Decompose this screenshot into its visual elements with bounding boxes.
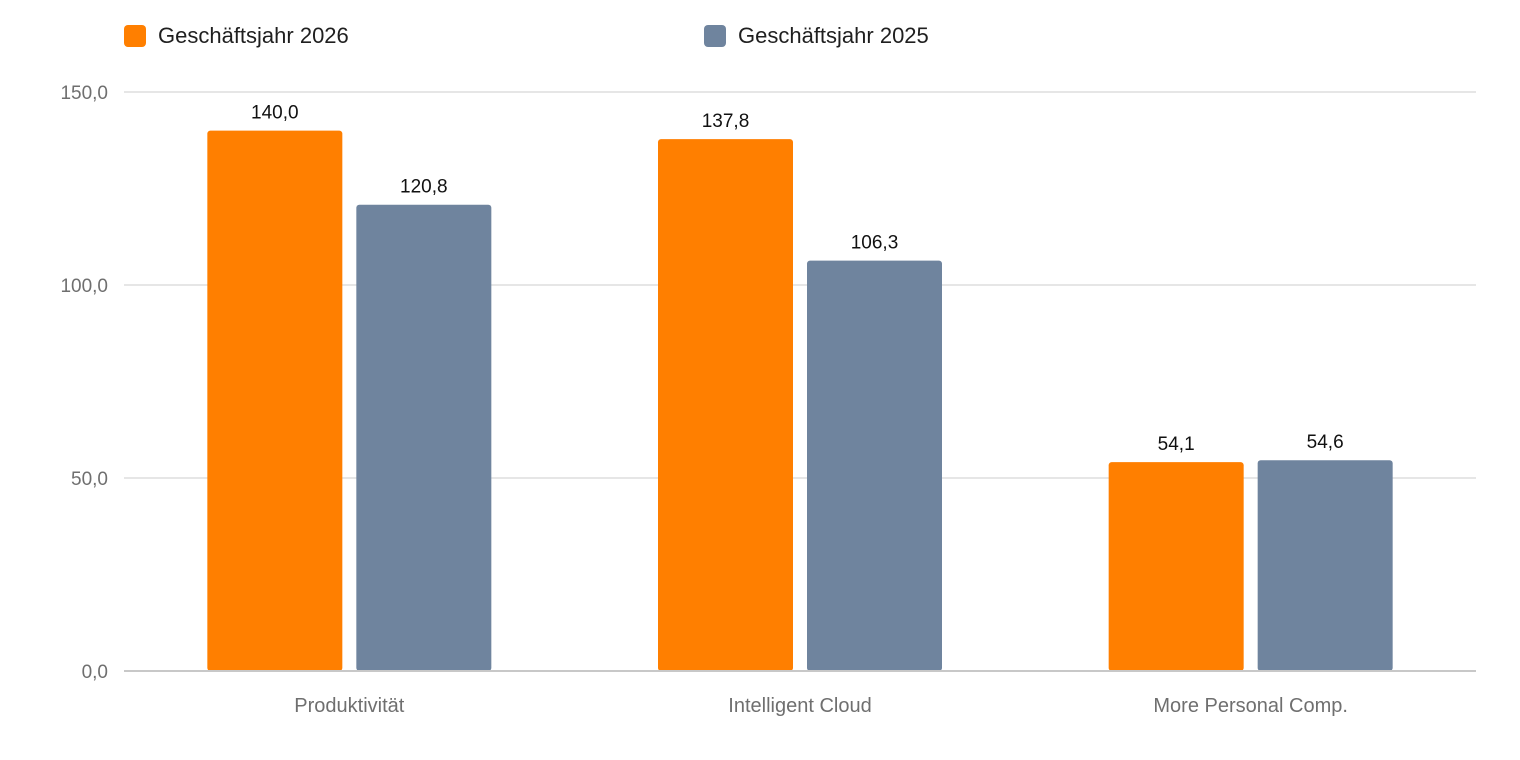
bar [207,130,343,672]
y-tick-label: 150,0 [60,83,108,104]
x-tick-label: More Personal Comp. [1153,695,1348,717]
bar [1257,460,1393,671]
data-label: 54,1 [1158,434,1195,455]
data-label: 137,8 [702,111,750,132]
legend-label-series-2: Geschäftsjahr 2025 [738,23,929,48]
x-tick-label: Produktivität [294,695,404,717]
x-tick-label: Intelligent Cloud [728,695,871,717]
data-label: 106,3 [851,233,899,254]
bar [356,204,492,671]
bar [658,139,793,672]
bar [1108,462,1244,671]
bar [807,260,942,671]
y-tick-label: 100,0 [60,276,108,297]
legend-swatch-series-2 [704,25,726,47]
legend-label-series-1: Geschäftsjahr 2026 [158,23,349,48]
legend-swatch-series-1 [124,25,146,47]
chart-legend: Geschäftsjahr 2026 Geschäftsjahr 2025 [0,20,1520,52]
y-tick-label: 0,0 [82,662,108,683]
data-label: 140,0 [251,103,299,124]
y-tick-label: 50,0 [71,469,108,490]
legend-item-series-2: Geschäftsjahr 2025 [704,20,929,52]
legend-item-series-1: Geschäftsjahr 2026 [124,20,349,52]
data-label: 54,6 [1307,432,1344,453]
data-label: 120,8 [400,177,448,198]
